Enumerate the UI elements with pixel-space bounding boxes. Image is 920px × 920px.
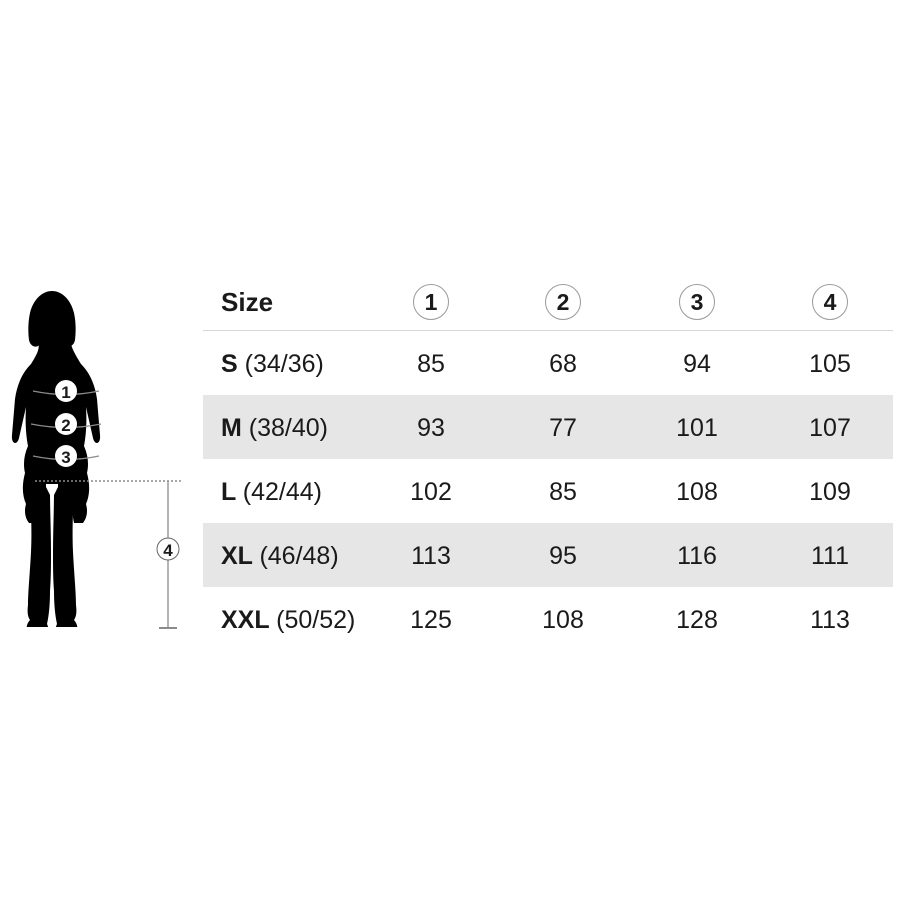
svg-text:3: 3 bbox=[61, 448, 70, 467]
svg-text:1: 1 bbox=[61, 383, 70, 402]
svg-text:2: 2 bbox=[61, 416, 70, 435]
svg-text:4: 4 bbox=[163, 541, 173, 560]
